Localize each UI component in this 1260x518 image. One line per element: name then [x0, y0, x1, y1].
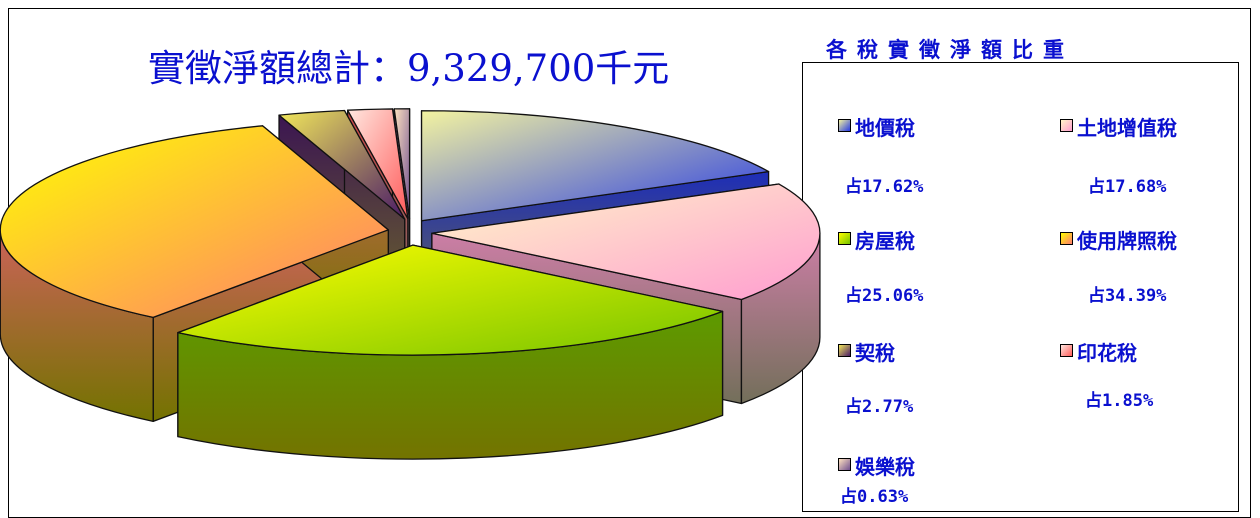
legend-percent: 占0.63%	[840, 487, 909, 507]
legend-swatch	[838, 232, 851, 245]
legend-swatch	[1060, 344, 1073, 357]
legend-percent: 占17.62%	[845, 177, 924, 197]
legend-percent: 占25.06%	[845, 286, 924, 306]
pie-slice-地價稅	[420, 110, 770, 222]
legend-label: 使用牌照稅	[1077, 229, 1177, 253]
chart-title: 實徵淨額總計：9,329,700千元	[148, 47, 670, 90]
pie-slice-印花稅	[346, 108, 409, 220]
pie-slice-使用牌照稅	[0, 125, 389, 319]
legend-swatch	[838, 119, 851, 132]
legend-label: 契稅	[855, 341, 895, 365]
pie-slice-娛樂稅	[393, 108, 411, 220]
legend-swatch	[838, 344, 851, 357]
legend-label: 印花稅	[1077, 341, 1137, 365]
legend-title: 各稅實徵淨額比重	[826, 37, 1074, 62]
legend-swatch	[1060, 119, 1073, 132]
legend-label: 娛樂稅	[855, 455, 915, 479]
legend-percent: 占2.77%	[845, 397, 914, 417]
pie-slice-契稅	[278, 109, 406, 220]
legend-label: 地價稅	[855, 116, 915, 140]
legend-label: 土地增值稅	[1077, 116, 1177, 140]
legend-percent: 占17.68%	[1088, 177, 1167, 197]
pie-slice-土地增值稅	[431, 183, 821, 301]
legend-swatch	[838, 458, 851, 471]
legend-percent: 占1.85%	[1085, 391, 1154, 411]
legend-label: 房屋稅	[855, 229, 915, 253]
legend-percent: 占34.39%	[1088, 286, 1167, 306]
legend-swatch	[1060, 232, 1073, 245]
pie-slice-房屋稅	[177, 244, 724, 356]
